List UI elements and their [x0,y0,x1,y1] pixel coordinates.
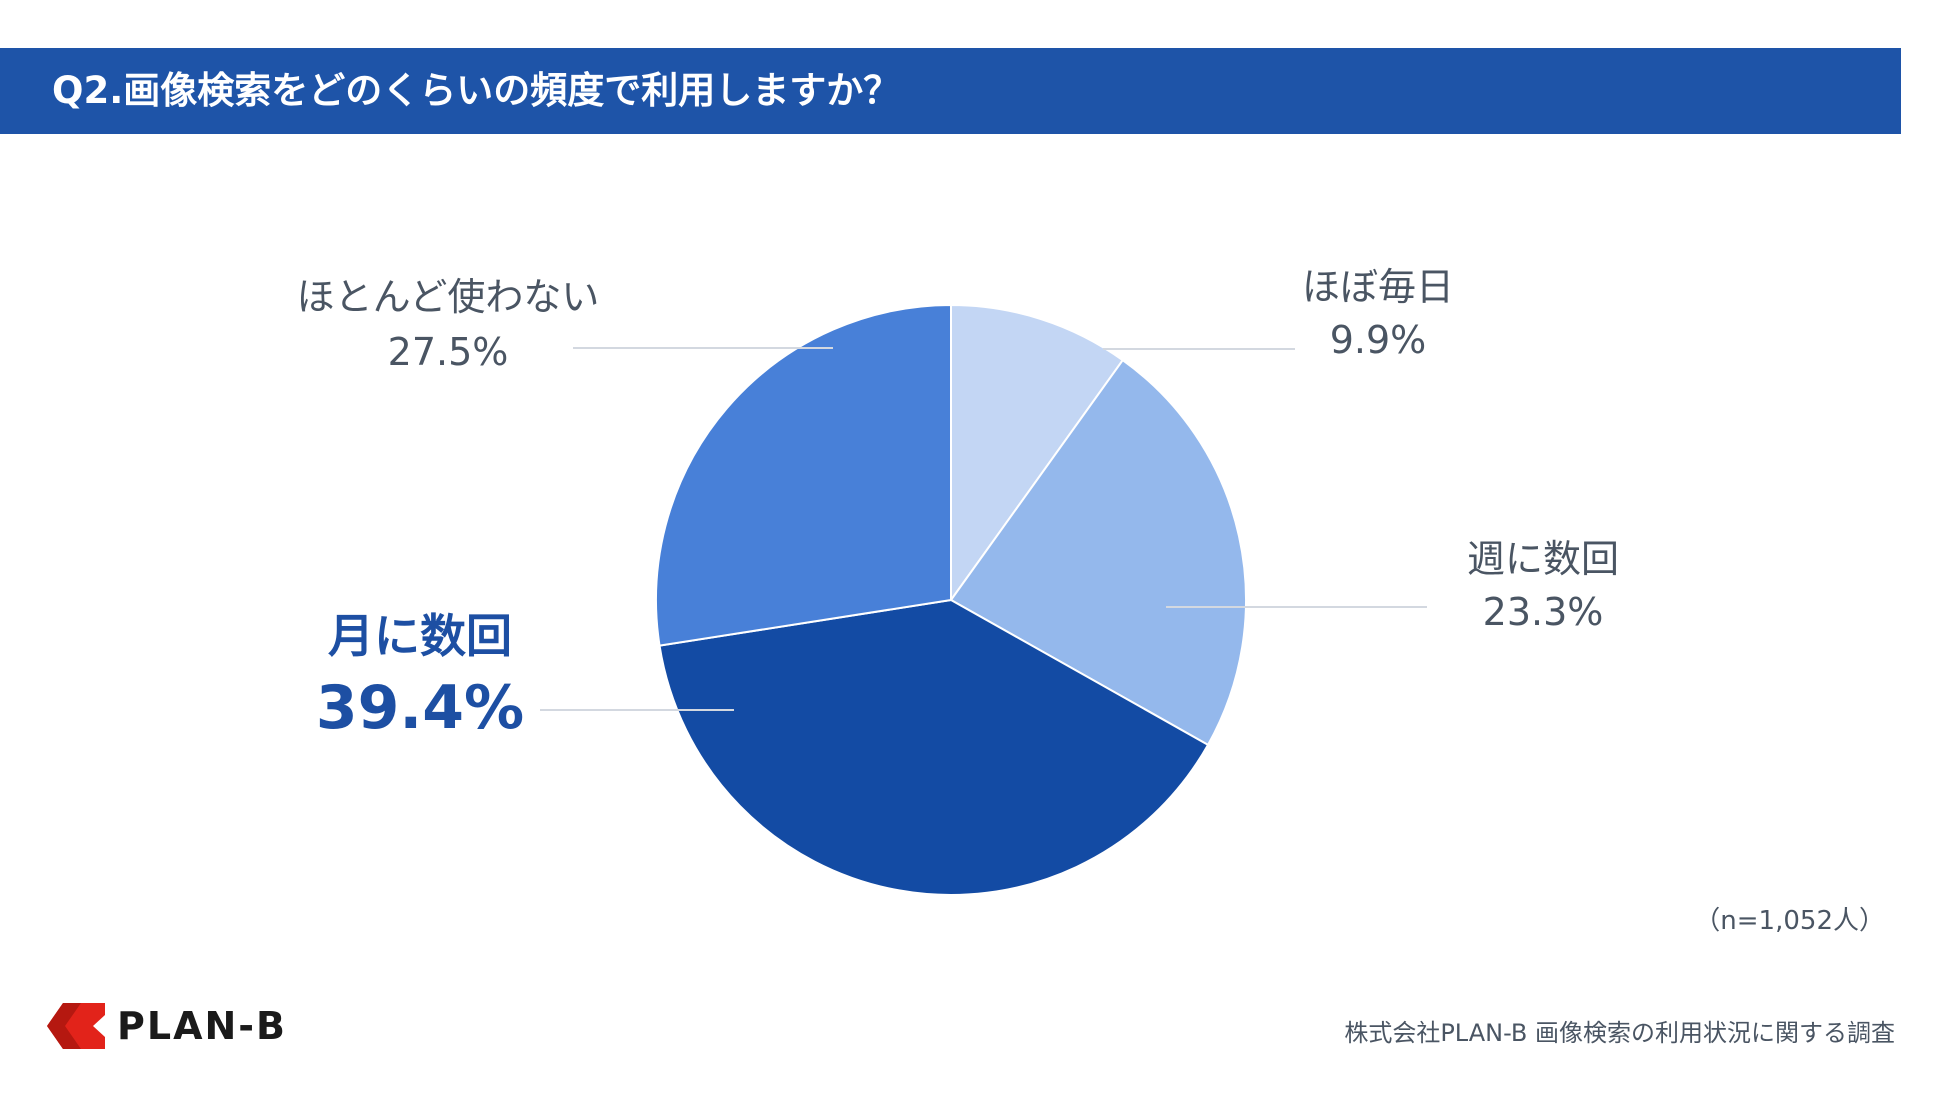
category-label: ほとんど使わない [296,275,600,319]
logo-text: PLAN-B [117,1004,288,1048]
company-logo: PLAN-B [47,1003,287,1049]
source-note: 株式会社PLAN-B 画像検索の利用状況に関する調査 [1344,1019,1895,1047]
pie-slice-4 [655,303,952,647]
page-title: Q2.画像検索をどのくらいの頻度で利用しますか？ [52,69,901,112]
category-label: ほぼ毎日 [1301,265,1455,309]
title-bar: Q2.画像検索をどのくらいの頻度で利用しますか？ [0,48,1901,134]
pie-slice-3 [658,598,1210,896]
category-label: 週に数回 [1466,537,1620,581]
value-label: 39.4% [315,673,525,743]
value-label: 23.3% [1482,590,1604,634]
pie-slice-2 [949,358,1247,747]
sample-size-note: （n=1,052人） [1694,906,1885,936]
value-label: 9.9% [1329,318,1427,362]
plan-b-logo-icon [47,1003,105,1049]
value-label: 27.5% [387,330,509,374]
pie-slice-1 [950,303,1125,604]
category-label: 月に数回 [328,609,512,663]
